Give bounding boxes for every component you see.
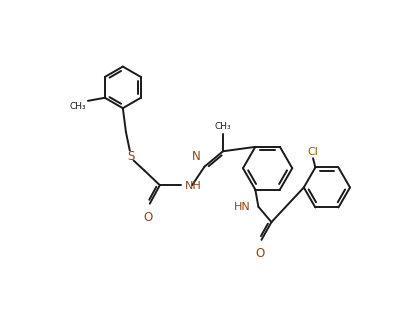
Text: S: S [127, 150, 134, 163]
Text: Cl: Cl [307, 147, 318, 157]
Text: HN: HN [234, 202, 251, 212]
Text: CH₃: CH₃ [215, 122, 231, 131]
Text: N: N [192, 150, 201, 163]
Text: CH₃: CH₃ [70, 102, 87, 111]
Text: O: O [144, 211, 153, 224]
Text: NH: NH [184, 181, 201, 191]
Text: O: O [255, 247, 265, 260]
